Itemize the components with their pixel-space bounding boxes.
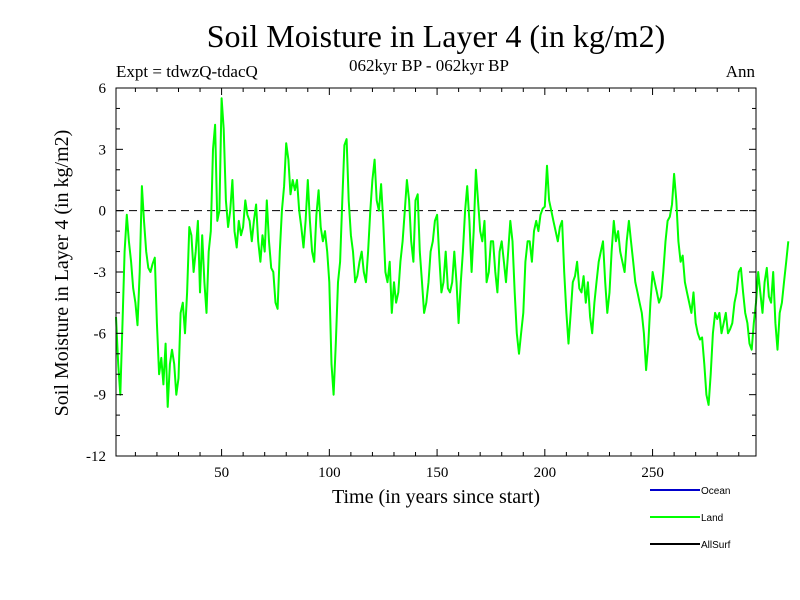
chart-subtitle: 062kyr BP - 062kyr BP xyxy=(349,56,509,75)
x-tick-label: 250 xyxy=(641,465,664,481)
y-tick-label: -12 xyxy=(86,449,106,465)
chart-title: Soil Moisture in Layer 4 (in kg/m2) xyxy=(207,18,666,54)
y-tick-label: 3 xyxy=(99,142,107,158)
legend-label-allsurf: AllSurf xyxy=(701,540,731,551)
y-tick-label: 0 xyxy=(99,204,107,220)
y-tick-label: -3 xyxy=(94,265,107,281)
y-tick-label: -6 xyxy=(94,326,107,342)
series-line-land xyxy=(115,97,790,408)
y-tick-label: -9 xyxy=(94,388,107,404)
plot-frame xyxy=(115,87,757,457)
y-axis-label: Soil Moisture in Layer 4 (in kg/m2) xyxy=(51,130,73,417)
x-axis-label: Time (in years since start) xyxy=(332,486,540,508)
chart-experiment-label: Expt = tdwzQ-tdacQ xyxy=(116,62,258,81)
x-tick-label: 200 xyxy=(534,465,557,481)
legend-label-land: Land xyxy=(701,513,723,524)
legend-label-ocean: Ocean xyxy=(701,486,730,497)
x-tick-label: 150 xyxy=(426,465,449,481)
y-tick-label: 6 xyxy=(99,81,107,97)
x-tick-label: 50 xyxy=(214,465,229,481)
x-tick-label: 100 xyxy=(318,465,341,481)
chart-period-label: Ann xyxy=(726,62,756,81)
